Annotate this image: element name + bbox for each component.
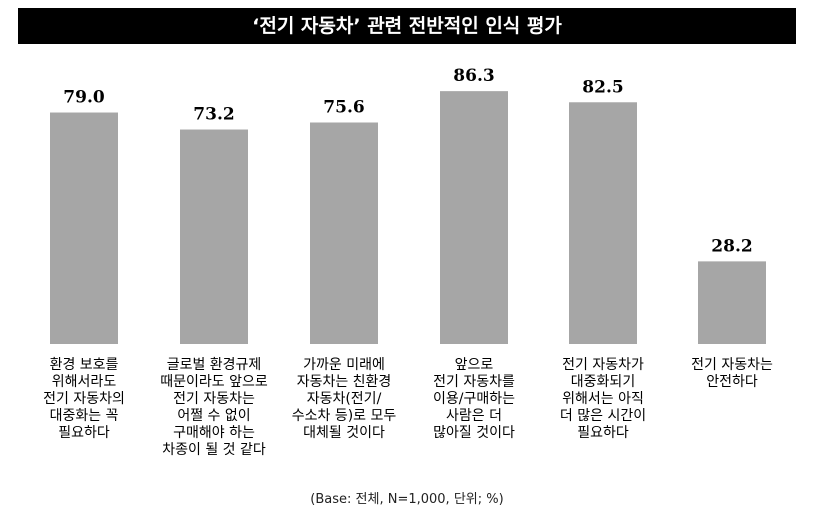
footnote: (Base: 전체, N=1,000, 단위; %) <box>310 492 504 507</box>
data-label-6: 28.2 <box>711 236 752 256</box>
data-label-4: 86.3 <box>453 66 494 86</box>
bar-2 <box>180 129 248 344</box>
bar-4 <box>440 91 508 345</box>
data-label-2: 73.2 <box>193 105 234 125</box>
category-label-3: 가까운 미래에 자동차는 친환경 자동차(전기/ 수소차 등)로 모두 대체될 … <box>291 357 397 441</box>
data-label-5: 82.5 <box>582 77 623 97</box>
bar-3 <box>310 122 378 344</box>
bar-1 <box>50 112 118 344</box>
bar-6 <box>698 261 766 344</box>
category-label-2: 글로벌 환경규제 때문이라도 앞으로 전기 자동차는 어쩔 수 없이 구매해야 … <box>160 357 268 458</box>
category-label-1: 환경 보호를 위해서라도 전기 자동차의 대중화는 꼭 필요하다 <box>43 357 125 441</box>
data-label-3: 75.6 <box>323 97 364 117</box>
chart-title: ‘전기 자동차’ 관련 전반적인 인식 평가 <box>18 8 796 44</box>
category-label-5: 전기 자동차가 대중화되기 위해서는 아직 더 많은 시간이 필요하다 <box>559 357 647 441</box>
data-label-1: 79.0 <box>63 88 105 108</box>
category-label-6: 전기 자동차는 안전하다 <box>691 357 773 390</box>
bar-5 <box>569 102 637 345</box>
category-label-4: 앞으로 전기 자동차를 이용/구매하는 사람은 더 많아질 것이다 <box>433 357 515 441</box>
